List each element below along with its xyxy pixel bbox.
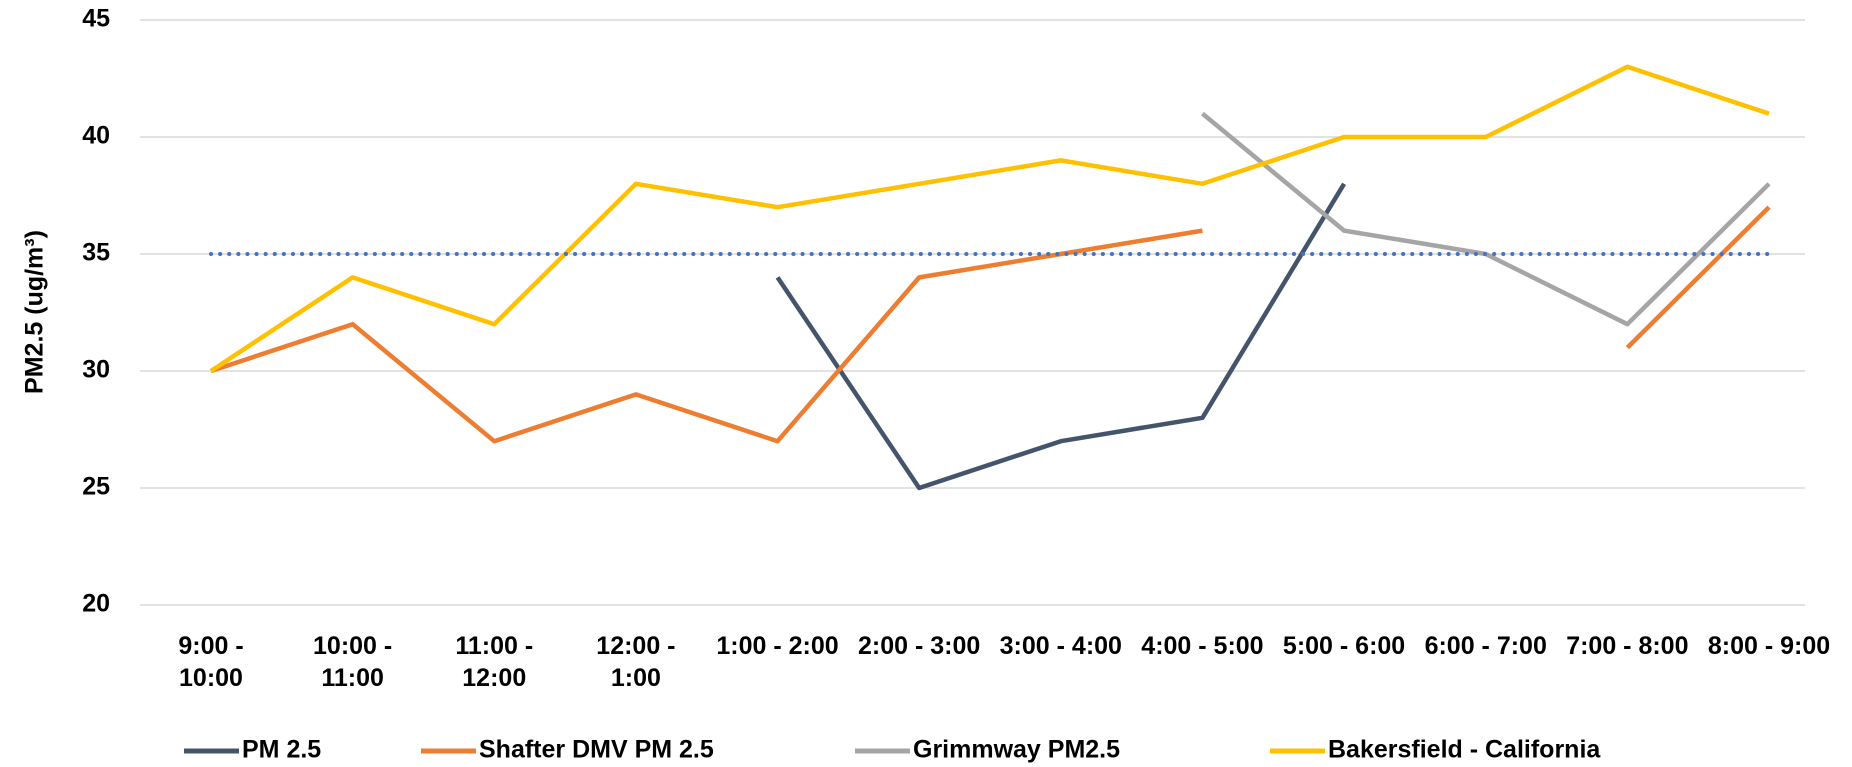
x-tick-label-box: 1:00 - 2:00: [716, 632, 839, 660]
x-tick-label: 12:00 - 1:00: [596, 632, 676, 692]
x-tick-label: 10:00 - 11:00: [313, 632, 393, 692]
x-tick-label: 11:00 - 12:00: [455, 632, 534, 692]
legend-label: PM 2.5: [242, 736, 321, 764]
x-tick-label: 7:00 - 8:00: [1566, 632, 1689, 660]
x-tick-label: 9:00 - 10:00: [178, 632, 244, 692]
y-tick-label: 40: [82, 122, 110, 150]
series-line: [1625, 205, 1771, 350]
series-line: [209, 64, 1770, 373]
x-tick-label-box: 8:00 - 9:00: [1707, 632, 1831, 660]
x-tick-label-box: 10:00 - 11:00: [313, 632, 393, 692]
legend-label: Grimmway PM2.5: [913, 736, 1120, 764]
y-tick-label: 30: [82, 356, 110, 384]
y-axis-label: PM2.5 (ug/m³): [21, 230, 49, 394]
y-tick-label: 20: [82, 590, 110, 618]
y-tick-label: 45: [82, 5, 110, 33]
x-tick-label: 8:00 - 9:00: [1707, 632, 1831, 660]
series-line: [775, 182, 1347, 491]
series-line: [210, 228, 1203, 444]
x-tick-label: 3:00 - 4:00: [999, 632, 1122, 660]
x-tick-label: 1:00 - 2:00: [716, 632, 839, 660]
y-tick-label: 35: [82, 239, 110, 267]
x-tick-label: 5:00 - 6:00: [1282, 632, 1406, 660]
x-tick-label-box: 12:00 - 1:00: [596, 632, 676, 692]
x-tick-label-box: 9:00 - 10:00: [178, 632, 244, 692]
legend-label: Shafter DMV PM 2.5: [479, 736, 714, 764]
x-tick-label-box: 6:00 - 7:00: [1424, 632, 1547, 660]
x-tick-label-box: 4:00 - 5:00: [1141, 632, 1264, 660]
x-tick-label: 6:00 - 7:00: [1424, 632, 1547, 660]
y-tick-label: 25: [82, 473, 110, 501]
x-tick-label-box: 7:00 - 8:00: [1566, 632, 1689, 660]
x-tick-label-box: 5:00 - 6:00: [1282, 632, 1406, 660]
x-tick-label-box: 3:00 - 4:00: [999, 632, 1122, 660]
x-tick-label-box: 11:00 - 12:00: [455, 632, 534, 692]
x-tick-label: 2:00 - 3:00: [858, 632, 981, 660]
legend-label: Bakersfield - California: [1328, 736, 1601, 764]
x-tick-label-box: 2:00 - 3:00: [858, 632, 981, 660]
x-tick-label: 4:00 - 5:00: [1141, 632, 1264, 660]
